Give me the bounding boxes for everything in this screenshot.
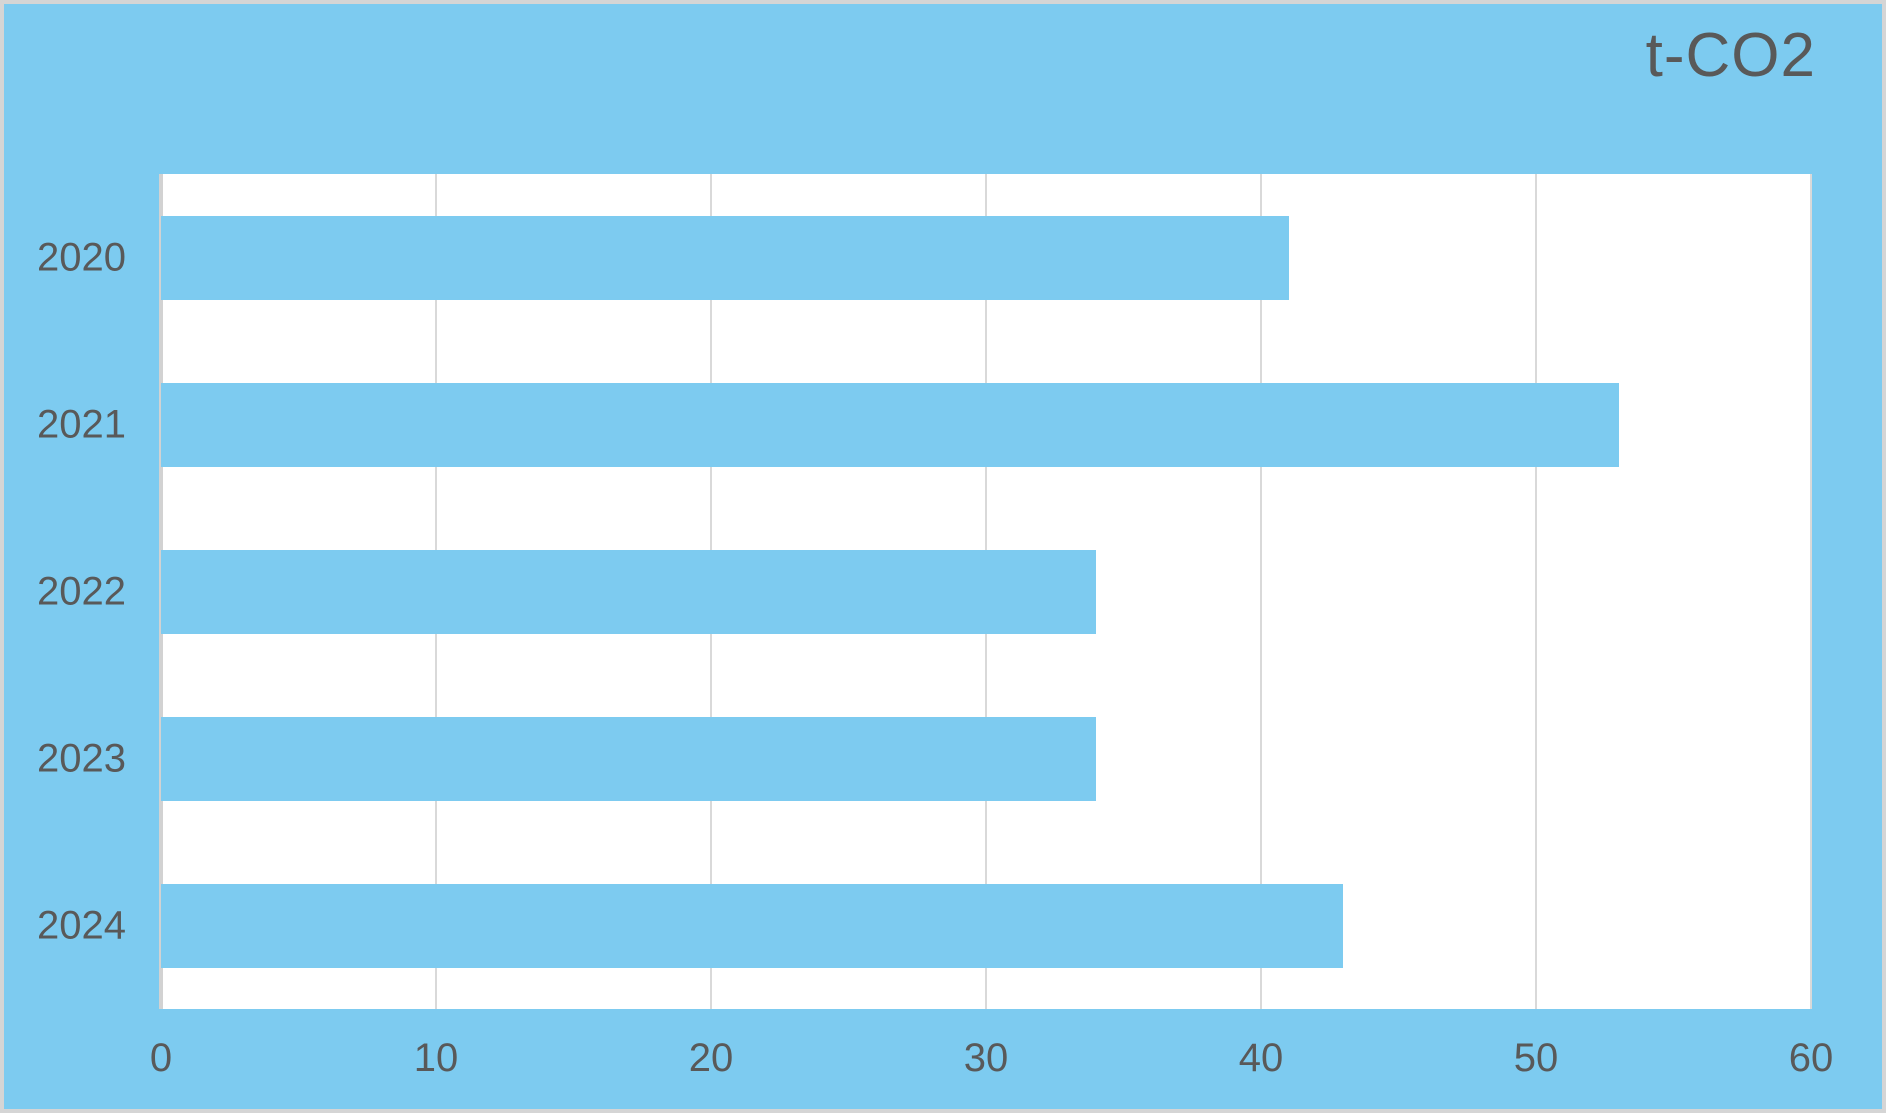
x-tick-label-10: 10 (413, 1036, 459, 1080)
x-tick-label-40: 40 (1238, 1036, 1284, 1080)
bar-2023 (161, 717, 1096, 801)
gridline-x-40 (1259, 174, 1262, 1009)
bar-2020 (161, 216, 1289, 300)
plot-area (159, 174, 1812, 1009)
x-axis-labels: 0 10 20 30 40 50 60 (150, 1036, 1833, 1096)
x-tick-label-0: 0 (149, 1036, 173, 1080)
bar-2021 (161, 383, 1619, 467)
x-tick-label-30: 30 (963, 1036, 1009, 1080)
x-tick-label-60: 60 (1788, 1036, 1834, 1080)
bar-2022 (161, 550, 1096, 634)
x-tick-label-50: 50 (1513, 1036, 1559, 1080)
y-tick-label-2021: 2021 (37, 402, 126, 447)
y-axis-labels: 2020 2021 2022 2023 2024 (4, 174, 126, 1009)
gridline-x-50 (1535, 174, 1537, 1009)
y-tick-label-2020: 2020 (37, 235, 126, 280)
y-tick-label-2022: 2022 (37, 569, 126, 614)
x-tick-label-20: 20 (688, 1036, 734, 1080)
y-tick-label-2024: 2024 (37, 903, 126, 948)
chart-title: t-CO2 (1645, 21, 1816, 90)
bar-2024 (161, 884, 1344, 968)
y-tick-label-2023: 2023 (37, 736, 126, 781)
gridline-x-60 (1810, 174, 1812, 1009)
